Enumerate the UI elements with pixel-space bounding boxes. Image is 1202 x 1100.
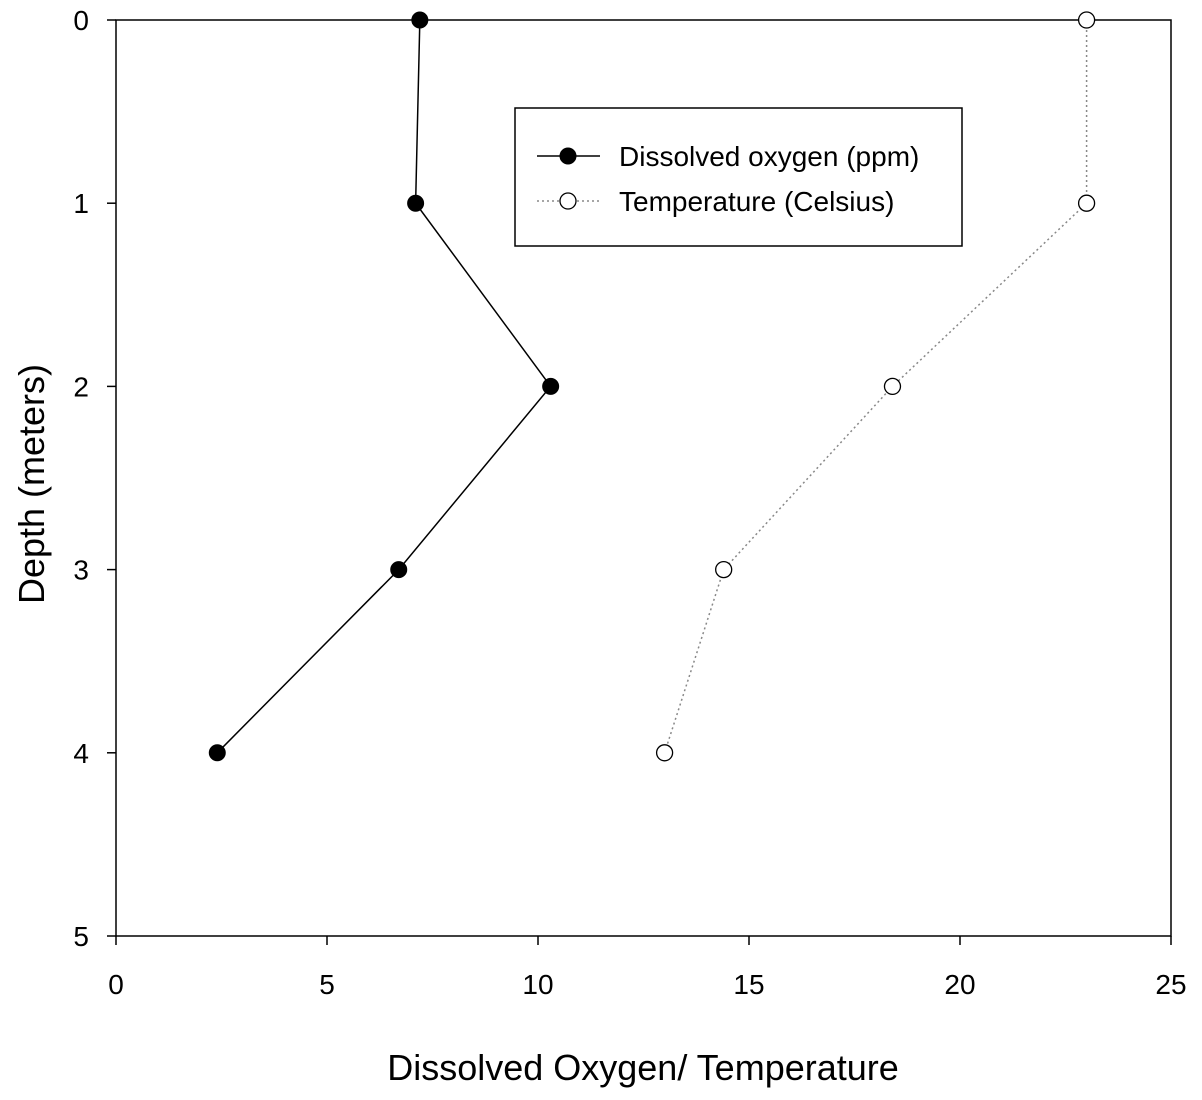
- data-point: [715, 560, 733, 579]
- series-line: [216, 19, 552, 754]
- y-tick-label: 0: [73, 5, 89, 36]
- data-point: [883, 377, 902, 396]
- series-temperature: [655, 11, 1096, 762]
- legend-entries: Dissolved oxygen (ppm) Temperature (Celsi…: [537, 141, 919, 217]
- x-tick-label: 20: [944, 969, 975, 1000]
- data-point: [390, 561, 408, 579]
- y-tick-label: 3: [73, 555, 89, 586]
- plot-area-frame: [115, 19, 1172, 937]
- x-tick-label: 10: [522, 969, 553, 1000]
- data-point: [1077, 194, 1096, 212]
- legend-marker: [559, 147, 577, 165]
- y-tick-label: 4: [73, 738, 89, 769]
- legend-marker: [559, 192, 577, 210]
- series-dissolved-oxygen: [208, 11, 560, 762]
- data-point: [542, 377, 560, 395]
- x-tick-label: 25: [1155, 969, 1186, 1000]
- data-point: [411, 11, 429, 29]
- data-point: [1077, 11, 1096, 29]
- legend-label: Temperature (Celsius): [619, 186, 894, 217]
- data-point: [407, 194, 425, 212]
- x-axis-ticks: 0 5 10 15 20 25: [108, 936, 1187, 1000]
- data-point: [655, 744, 674, 762]
- y-axis-ticks: 0 1 2 3 4 5: [73, 5, 116, 952]
- x-tick-label: 0: [108, 969, 124, 1000]
- data-point: [208, 744, 226, 762]
- y-axis-title: Depth (meters): [11, 364, 52, 604]
- legend: Dissolved oxygen (ppm) Temperature (Celsi…: [514, 107, 963, 247]
- series-layer: [208, 11, 1096, 762]
- y-tick-label: 2: [73, 371, 89, 402]
- legend-label: Dissolved oxygen (ppm): [619, 141, 919, 172]
- y-tick-label: 1: [73, 188, 89, 219]
- x-tick-label: 15: [733, 969, 764, 1000]
- legend-box: [514, 107, 963, 247]
- x-tick-label: 5: [319, 969, 335, 1000]
- x-axis-title: Dissolved Oxygen/ Temperature: [387, 1047, 899, 1088]
- y-tick-label: 5: [73, 921, 89, 952]
